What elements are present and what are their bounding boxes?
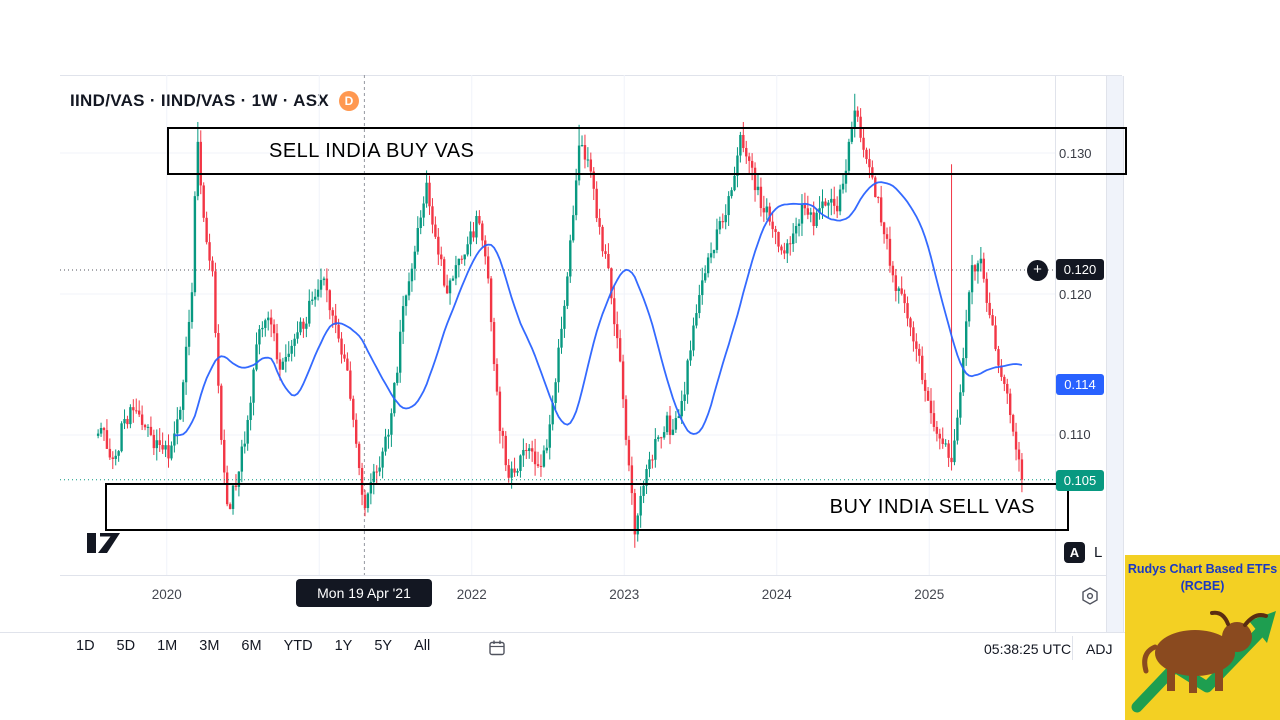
range-button-3m[interactable]: 3M bbox=[199, 638, 220, 654]
time-axis-year: 2022 bbox=[456, 587, 487, 602]
calendar-icon[interactable] bbox=[488, 639, 506, 662]
price-marker-countdown[interactable]: 0.120 bbox=[1056, 259, 1104, 280]
time-axis-year: 2024 bbox=[761, 587, 792, 602]
price-marker-ma: 0.114 bbox=[1056, 374, 1104, 395]
range-selector: 1D 5D 1M 3M 6M YTD 1Y 5Y All bbox=[76, 638, 430, 654]
buy-zone-box[interactable]: BUY INDIA SELL VAS bbox=[105, 483, 1069, 531]
sell-zone-label: SELL INDIA BUY VAS bbox=[269, 139, 475, 162]
time-axis-border[interactable] bbox=[60, 575, 1106, 576]
time-axis-year: 2020 bbox=[151, 587, 182, 602]
session-clock[interactable]: 05:38:25 UTC bbox=[984, 641, 1072, 657]
range-button-all[interactable]: All bbox=[414, 638, 431, 654]
sell-zone-box[interactable]: SELL INDIA BUY VAS bbox=[167, 127, 1127, 175]
log-scale-label[interactable]: L bbox=[1094, 544, 1103, 561]
time-axis-year: 2023 bbox=[609, 587, 640, 602]
toolbar-divider bbox=[1072, 636, 1073, 660]
symbol-title[interactable]: IIND/VAS · IIND/VAS · 1W · ASX bbox=[70, 91, 329, 110]
right-panel-strip bbox=[1106, 76, 1124, 632]
range-button-6m[interactable]: 6M bbox=[241, 638, 262, 654]
add-alert-plus-icon[interactable]: + bbox=[1027, 260, 1048, 281]
range-button-1m[interactable]: 1M bbox=[157, 638, 178, 654]
delayed-data-icon[interactable]: D bbox=[338, 91, 359, 111]
buy-zone-label: BUY INDIA SELL VAS bbox=[829, 495, 1035, 518]
axis-settings-gear-icon[interactable] bbox=[1080, 586, 1100, 611]
price-marker-last: 0.105 bbox=[1056, 470, 1104, 491]
price-tick-0120: 0.120 bbox=[1059, 287, 1092, 302]
adj-toggle[interactable]: ADJ bbox=[1086, 641, 1113, 657]
auto-scale-badge[interactable]: A bbox=[1064, 542, 1085, 563]
range-button-ytd[interactable]: YTD bbox=[283, 638, 313, 654]
rcbe-subtitle: (RCBE) bbox=[1180, 579, 1225, 593]
time-axis-year: 2025 bbox=[914, 587, 945, 602]
range-button-5y[interactable]: 5Y bbox=[374, 638, 393, 654]
bull-arrow-graphic bbox=[1131, 610, 1276, 713]
price-tick-0130: 0.130 bbox=[1059, 146, 1092, 161]
rcbe-watermark: Rudys Chart Based ETFs (RCBE) bbox=[1125, 555, 1280, 720]
chart-top-border bbox=[60, 75, 1122, 76]
price-tick-0110: 0.110 bbox=[1059, 427, 1091, 442]
range-button-5d[interactable]: 5D bbox=[116, 638, 136, 654]
bull-icon bbox=[1142, 610, 1268, 693]
candlestick-chart[interactable] bbox=[60, 75, 1055, 575]
symbol-title-bar: IIND/VAS · IIND/VAS · 1W · ASX D bbox=[70, 91, 359, 111]
range-button-1y[interactable]: 1Y bbox=[334, 638, 353, 654]
range-button-1d[interactable]: 1D bbox=[76, 638, 95, 654]
rcbe-title: Rudys Chart Based ETFs bbox=[1127, 562, 1278, 576]
toolbar-top-border bbox=[0, 632, 1125, 633]
tradingview-logo-icon[interactable] bbox=[86, 531, 122, 560]
crosshair-date-badge: Mon 19 Apr '21 bbox=[296, 579, 432, 607]
price-axis-border[interactable] bbox=[1055, 75, 1056, 632]
